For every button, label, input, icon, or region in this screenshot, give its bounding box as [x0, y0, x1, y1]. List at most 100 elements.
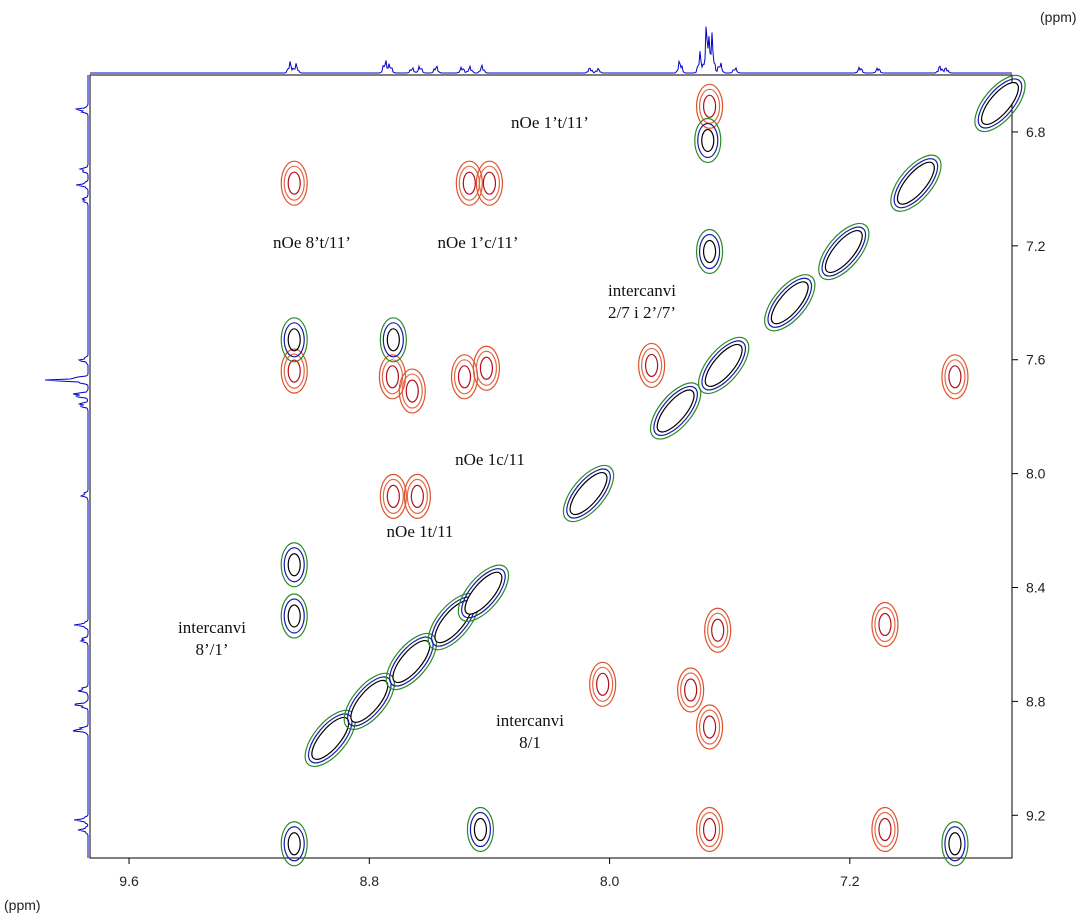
contour [482, 171, 497, 195]
contour [462, 171, 476, 195]
contour [343, 672, 395, 731]
contour [346, 676, 392, 727]
contour [475, 350, 498, 386]
contour [410, 484, 424, 508]
contour [896, 161, 935, 205]
contour [469, 811, 492, 848]
contour [475, 160, 504, 206]
contour [941, 354, 969, 400]
contour [871, 806, 899, 853]
contour [698, 811, 721, 848]
contour [283, 598, 305, 634]
contour [283, 547, 305, 583]
contour [974, 74, 1026, 133]
contour [641, 347, 663, 384]
diagonal-peak [974, 74, 1026, 133]
contour [287, 328, 301, 352]
contour [981, 81, 1019, 126]
contour [695, 228, 724, 275]
contour [818, 222, 870, 281]
contour [287, 553, 301, 577]
contour [401, 373, 423, 409]
contour [941, 821, 969, 867]
contour [569, 472, 608, 516]
contour [466, 806, 495, 853]
contour [702, 94, 717, 118]
contour [398, 368, 426, 414]
contour [280, 160, 308, 206]
contour [280, 348, 308, 394]
contour [280, 317, 308, 363]
y-tick-label: 7.2 [1026, 238, 1046, 254]
contour [379, 317, 407, 363]
diagonal-peak [457, 564, 510, 622]
annotation: intercanvi [178, 618, 246, 637]
contour [382, 478, 404, 514]
contour [767, 277, 813, 328]
contour [878, 612, 892, 637]
contour [890, 154, 942, 212]
contour [386, 484, 400, 508]
left-projection [45, 75, 89, 858]
y-axis-label: (ppm) [4, 897, 41, 913]
contour [280, 542, 308, 588]
contour [461, 568, 506, 619]
contour [874, 606, 896, 643]
contour [478, 165, 501, 201]
contour [464, 571, 503, 615]
x-tick-label: 7.2 [840, 873, 860, 889]
contour [378, 354, 407, 400]
annotation: 8’/1’ [195, 640, 228, 659]
contour [596, 672, 610, 696]
contour [653, 385, 698, 437]
contour [406, 478, 428, 514]
contour [707, 612, 729, 648]
contour [638, 342, 666, 389]
contour [948, 832, 962, 856]
contour [405, 379, 419, 403]
contour [287, 832, 301, 856]
contour [697, 122, 719, 159]
contour [698, 709, 721, 745]
contour [649, 382, 702, 440]
contour [702, 817, 717, 842]
contour [457, 564, 510, 622]
y-tick-label: 6.8 [1026, 124, 1046, 140]
plot-frame [89, 74, 1013, 859]
diagonal-peak [818, 222, 870, 281]
contour [694, 117, 722, 164]
contour [479, 356, 494, 380]
x-tick-label: 8.0 [600, 873, 620, 889]
contour [695, 806, 724, 853]
contour [389, 636, 434, 687]
contour [684, 678, 698, 702]
contour [283, 353, 305, 389]
contour [386, 328, 400, 352]
contour [701, 340, 746, 391]
annotation: 8/1 [519, 733, 541, 752]
diagonal-peak [890, 154, 942, 212]
contour [695, 704, 724, 750]
contour [871, 601, 899, 648]
diagonal-peak [698, 336, 750, 395]
contour [824, 230, 863, 274]
contour [473, 817, 488, 842]
contour [283, 165, 305, 201]
annotation: intercanvi [496, 711, 564, 730]
contour [453, 359, 476, 395]
contour [385, 365, 400, 389]
contour [287, 171, 301, 195]
contour [677, 667, 705, 713]
contour [283, 322, 305, 358]
y-tick-label: 8.8 [1026, 693, 1046, 709]
contour [695, 83, 724, 129]
y-tick-label: 7.6 [1026, 352, 1046, 368]
x-tick-label: 8.8 [360, 873, 380, 889]
annotation: 2/7 i 2’/7’ [608, 303, 676, 322]
contour [893, 158, 939, 209]
annotation: nOe 8’t/11’ [273, 233, 351, 252]
contour [645, 353, 659, 378]
contour [379, 473, 407, 519]
contour [702, 239, 717, 264]
